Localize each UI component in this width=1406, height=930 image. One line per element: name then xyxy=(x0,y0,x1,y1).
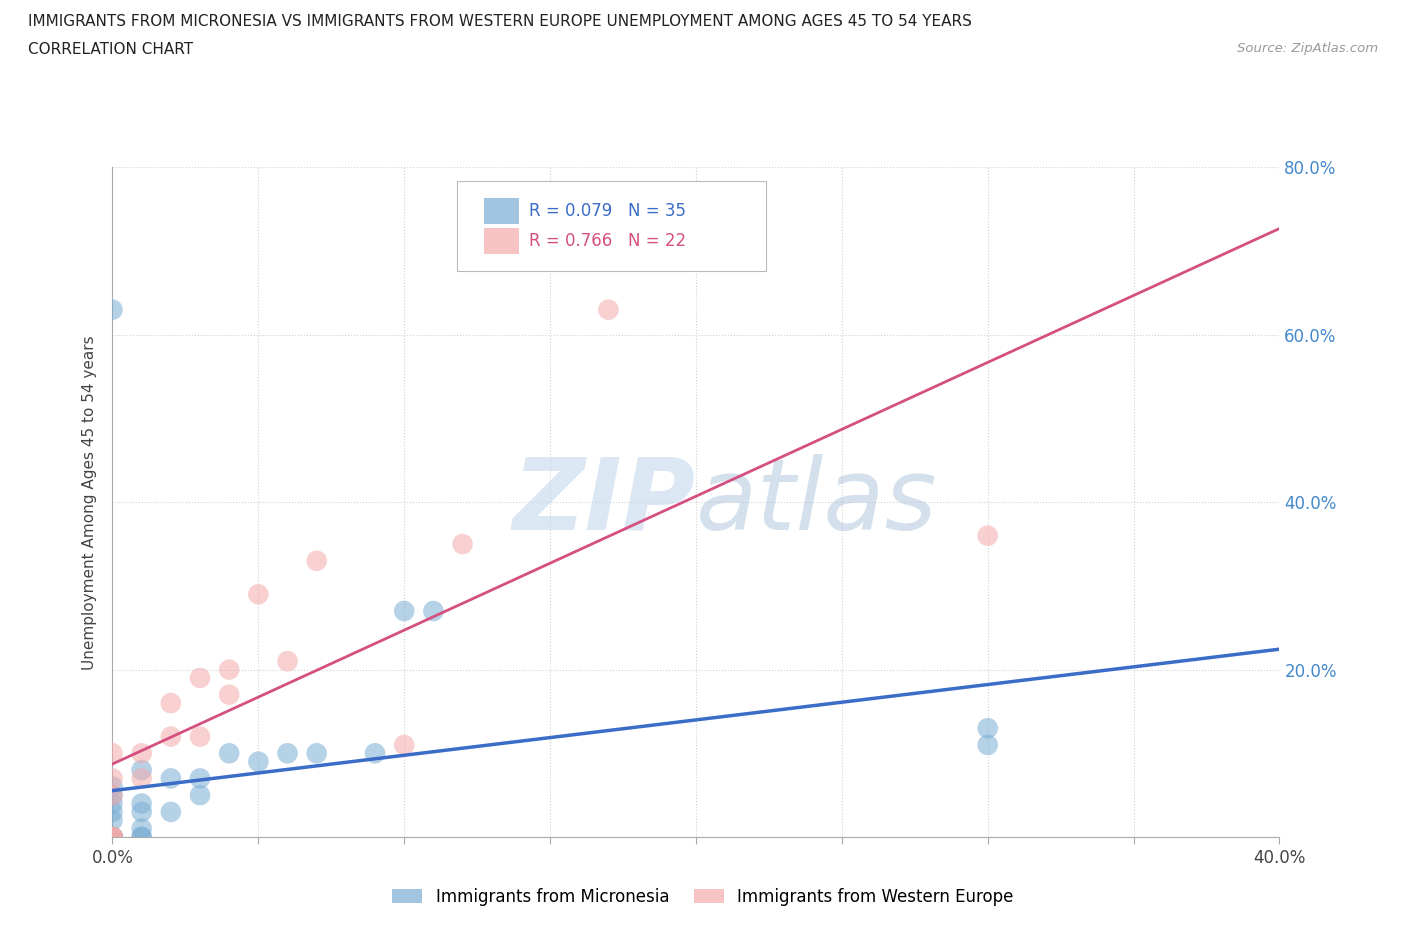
Point xyxy=(131,830,153,844)
Text: ZIP: ZIP xyxy=(513,454,696,551)
Point xyxy=(101,830,124,844)
Point xyxy=(101,804,124,819)
FancyBboxPatch shape xyxy=(484,228,519,255)
Point xyxy=(160,804,183,819)
Point xyxy=(160,771,183,786)
Text: R = 0.079   N = 35: R = 0.079 N = 35 xyxy=(529,202,686,219)
Point xyxy=(101,788,124,803)
Point xyxy=(188,788,211,803)
Point xyxy=(101,830,124,844)
Point xyxy=(188,771,211,786)
Point xyxy=(131,796,153,811)
FancyBboxPatch shape xyxy=(457,180,766,272)
Point xyxy=(276,654,298,669)
Point xyxy=(218,746,240,761)
Point xyxy=(101,830,124,844)
Point xyxy=(101,813,124,828)
Point xyxy=(247,754,270,769)
Point xyxy=(131,821,153,836)
Point xyxy=(392,604,416,618)
Text: atlas: atlas xyxy=(696,454,938,551)
Text: CORRELATION CHART: CORRELATION CHART xyxy=(28,42,193,57)
Point xyxy=(976,528,998,543)
Point xyxy=(305,553,328,568)
Point xyxy=(101,830,124,844)
Point xyxy=(101,830,124,844)
Text: Source: ZipAtlas.com: Source: ZipAtlas.com xyxy=(1237,42,1378,55)
Point xyxy=(101,746,124,761)
Point xyxy=(101,788,124,803)
Text: IMMIGRANTS FROM MICRONESIA VS IMMIGRANTS FROM WESTERN EUROPE UNEMPLOYMENT AMONG : IMMIGRANTS FROM MICRONESIA VS IMMIGRANTS… xyxy=(28,14,972,29)
Point xyxy=(101,302,124,317)
Point xyxy=(422,604,444,618)
Point xyxy=(160,696,183,711)
Text: R = 0.766   N = 22: R = 0.766 N = 22 xyxy=(529,232,686,250)
Point xyxy=(131,763,153,777)
Point xyxy=(101,830,124,844)
Point xyxy=(276,746,298,761)
Point xyxy=(188,729,211,744)
Point xyxy=(101,771,124,786)
Point xyxy=(101,830,124,844)
Point xyxy=(188,671,211,685)
Point xyxy=(131,771,153,786)
Y-axis label: Unemployment Among Ages 45 to 54 years: Unemployment Among Ages 45 to 54 years xyxy=(82,335,97,670)
Point xyxy=(598,302,620,317)
Point xyxy=(101,830,124,844)
Point xyxy=(976,737,998,752)
Point xyxy=(451,537,474,551)
Point xyxy=(160,729,183,744)
Point xyxy=(218,687,240,702)
Point xyxy=(101,830,124,844)
Point xyxy=(131,804,153,819)
Point xyxy=(101,830,124,844)
Point xyxy=(247,587,270,602)
Point xyxy=(101,796,124,811)
FancyBboxPatch shape xyxy=(484,197,519,224)
Point xyxy=(101,830,124,844)
Point xyxy=(101,830,124,844)
Point xyxy=(101,830,124,844)
Point xyxy=(101,779,124,794)
Point xyxy=(131,746,153,761)
Point xyxy=(101,830,124,844)
Point xyxy=(392,737,416,752)
Point xyxy=(364,746,387,761)
Point xyxy=(218,662,240,677)
Legend: Immigrants from Micronesia, Immigrants from Western Europe: Immigrants from Micronesia, Immigrants f… xyxy=(385,881,1021,912)
Point xyxy=(305,746,328,761)
Point xyxy=(131,830,153,844)
Point xyxy=(976,721,998,736)
